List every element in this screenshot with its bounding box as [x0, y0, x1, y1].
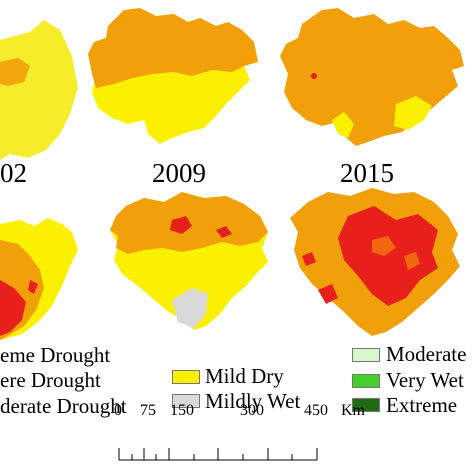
legend-mildly-wet-label: Mildly Wet [205, 389, 301, 413]
scale-tick-label-300: 300 [240, 402, 264, 419]
legend-very-wet-swatch [352, 374, 380, 388]
legend-very-wet-label: Very Wet [386, 368, 464, 392]
map-2015-bottom [290, 188, 460, 336]
legend-severe-drought-label: ere Drought [0, 368, 101, 392]
legend-mild-dry-label: Mild Dry [205, 364, 284, 388]
scale-bar [118, 448, 318, 461]
legend-extreme-drought-label: eme Drought [0, 343, 111, 367]
year-label-2002: 02 [0, 158, 27, 188]
scale-unit-label: Km [341, 402, 365, 419]
legend-mild-dry-swatch [172, 370, 200, 384]
legend-extreme-wet-label: Extreme [386, 393, 458, 417]
map-2009-bottom [110, 192, 268, 330]
legend-moderate-wet-swatch [352, 348, 380, 362]
map-2002-top-partial [0, 20, 78, 160]
map-2015-top [280, 8, 464, 146]
scale-tick-label-150: 150 [170, 402, 194, 419]
year-label-2015: 2015 [340, 158, 394, 188]
scale-tick-label-75: 75 [140, 402, 156, 419]
legend-extreme-wet-swatch [352, 398, 380, 412]
map-2009-top [88, 8, 258, 144]
map-2002-bottom-partial [0, 218, 78, 340]
scale-tick-label-450: 450 [304, 402, 328, 419]
legend-moderate-drought-label: derate Drought [0, 394, 127, 418]
scale-tick-label-0: 0 [114, 402, 122, 419]
year-label-2009: 2009 [152, 158, 206, 188]
legend-mildly-wet-swatch [172, 394, 200, 408]
legend-moderate-wet-label: Moderate [386, 342, 467, 366]
